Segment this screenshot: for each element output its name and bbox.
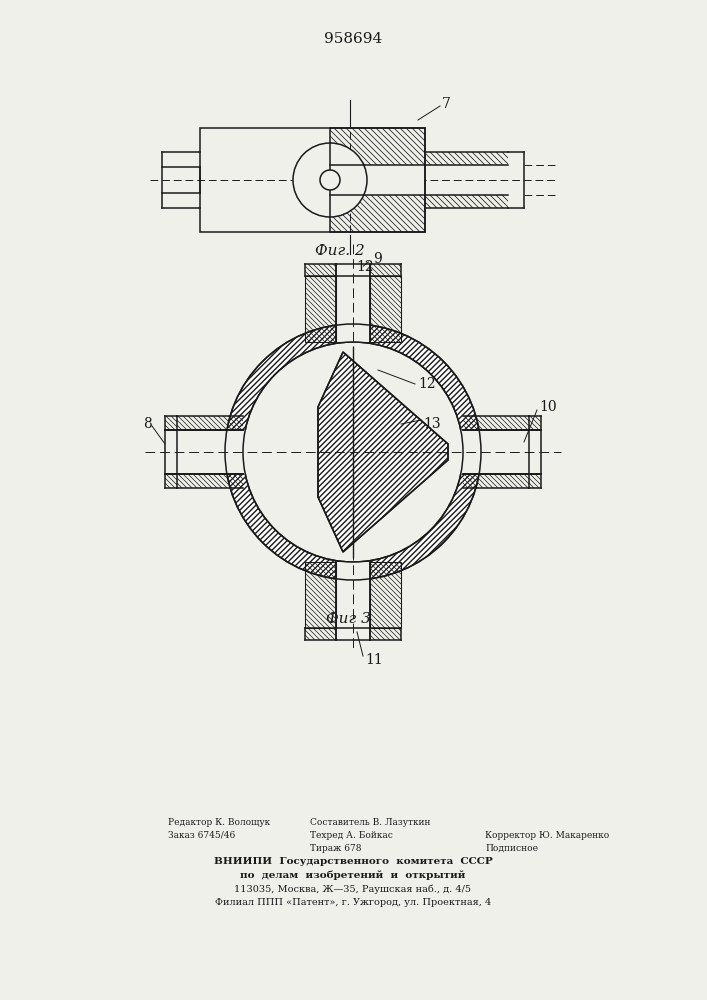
Text: 7: 7 xyxy=(442,97,451,111)
Text: 8: 8 xyxy=(143,417,151,431)
Bar xyxy=(370,628,401,640)
Polygon shape xyxy=(370,276,401,342)
Text: Составитель В. Лазуткин: Составитель В. Лазуткин xyxy=(310,818,431,827)
Bar xyxy=(529,416,541,430)
Bar xyxy=(305,562,336,628)
Text: Фиг. 2: Фиг. 2 xyxy=(315,244,365,258)
Polygon shape xyxy=(177,416,243,430)
Text: 113035, Москва, Ж—35, Раушская наб., д. 4/5: 113035, Москва, Ж—35, Раушская наб., д. … xyxy=(235,885,472,894)
Text: ВНИИПИ  Государственного  комитета  СССР: ВНИИПИ Государственного комитета СССР xyxy=(214,857,492,866)
Text: 10: 10 xyxy=(539,400,556,414)
Bar xyxy=(305,628,336,640)
Bar xyxy=(305,264,336,276)
Bar xyxy=(330,165,425,195)
Text: 11: 11 xyxy=(365,653,382,667)
Polygon shape xyxy=(177,474,243,488)
Bar xyxy=(330,128,425,232)
Bar xyxy=(425,152,508,165)
Bar xyxy=(370,562,401,628)
Polygon shape xyxy=(318,352,448,552)
Text: Фиг 3: Фиг 3 xyxy=(325,612,370,626)
Text: 13: 13 xyxy=(423,417,440,431)
Text: Подписное: Подписное xyxy=(485,844,538,853)
Text: Филиал ППП «Патент», г. Ужгород, ул. Проектная, 4: Филиал ППП «Патент», г. Ужгород, ул. Про… xyxy=(215,898,491,907)
Bar xyxy=(425,195,508,208)
Polygon shape xyxy=(370,562,401,628)
Circle shape xyxy=(293,143,367,217)
Text: Корректор Ю. Макаренко: Корректор Ю. Макаренко xyxy=(485,831,609,840)
Bar xyxy=(305,276,336,342)
Circle shape xyxy=(320,170,340,190)
Polygon shape xyxy=(463,416,529,430)
Bar xyxy=(165,416,177,430)
Circle shape xyxy=(225,324,481,580)
Polygon shape xyxy=(463,474,529,488)
Bar xyxy=(336,264,370,342)
Polygon shape xyxy=(305,276,336,342)
Bar xyxy=(200,128,425,232)
Text: 958694: 958694 xyxy=(324,32,382,46)
Bar xyxy=(370,264,401,276)
Bar xyxy=(165,430,248,474)
Bar xyxy=(336,562,370,640)
Text: 12: 12 xyxy=(418,377,436,391)
Bar xyxy=(370,276,401,342)
Text: Редактор К. Волощук: Редактор К. Волощук xyxy=(168,818,270,827)
Text: 12: 12 xyxy=(356,260,373,274)
Text: Техред А. Бойкас: Техред А. Бойкас xyxy=(310,831,393,840)
Bar xyxy=(330,128,425,232)
Bar xyxy=(458,430,541,474)
Circle shape xyxy=(243,342,463,562)
Bar xyxy=(529,474,541,488)
Text: 9: 9 xyxy=(373,252,382,266)
Text: по  делам  изобретений  и  открытий: по делам изобретений и открытий xyxy=(240,871,466,880)
Text: Заказ 6745/46: Заказ 6745/46 xyxy=(168,831,235,840)
Text: Тираж 678: Тираж 678 xyxy=(310,844,361,853)
Bar xyxy=(165,474,177,488)
Polygon shape xyxy=(305,562,336,628)
